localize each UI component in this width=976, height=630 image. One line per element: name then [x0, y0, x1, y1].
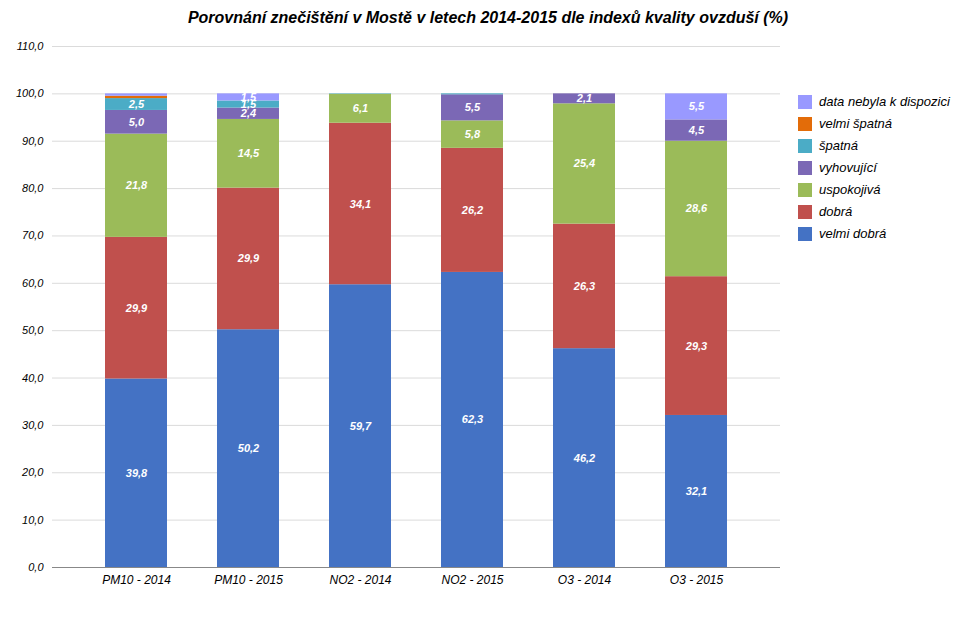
html-text:data nebyla k dispozici: data nebyla k dispozici: [819, 94, 950, 109]
html-text:uspokojivá: uspokojivá: [819, 182, 881, 197]
html-text:velmi špatná: velmi špatná: [819, 116, 892, 131]
svg-text:50,0: 50,0: [22, 324, 44, 336]
svg-text:14,5: 14,5: [238, 147, 260, 159]
svg-text:50,2: 50,2: [238, 442, 259, 454]
svg-text:62,3: 62,3: [462, 413, 483, 425]
svg-text:O3 - 2015: O3 - 2015: [670, 573, 724, 587]
svg-text:NO2 - 2014: NO2 - 2014: [329, 573, 391, 587]
svg-text:70,0: 70,0: [22, 229, 44, 241]
svg-text:20,0: 20,0: [21, 466, 44, 478]
svg-text:2,5: 2,5: [128, 98, 145, 110]
svg-text:5,5: 5,5: [465, 101, 481, 113]
svg-text:5,0: 5,0: [129, 116, 145, 128]
html-text:špatná: špatná: [819, 138, 858, 153]
svg-text:2,4: 2,4: [240, 107, 257, 120]
svg-text:100,0: 100,0: [16, 87, 44, 99]
svg-text:40,0: 40,0: [22, 372, 44, 384]
svg-text:NO2 - 2015: NO2 - 2015: [441, 573, 503, 587]
svg-text:80,0: 80,0: [22, 182, 44, 194]
svg-text:PM10 - 2014: PM10 - 2014: [102, 573, 171, 587]
svg-text:1,5: 1,5: [240, 98, 257, 110]
html-text:Porovnání znečištění v Mostě v: Porovnání znečištění v Mostě v letech 20…: [187, 9, 789, 26]
svg-text:26,3: 26,3: [573, 280, 595, 292]
svg-text:60,0: 60,0: [22, 277, 44, 289]
svg-text:6,1: 6,1: [353, 102, 368, 114]
svg-text:5,5: 5,5: [689, 100, 705, 112]
svg-text:29,3: 29,3: [685, 340, 707, 352]
svg-text:21,8: 21,8: [125, 179, 148, 191]
svg-text:34,1: 34,1: [350, 198, 371, 210]
svg-text:46,2: 46,2: [573, 452, 595, 464]
svg-text:29,9: 29,9: [125, 302, 148, 314]
svg-text:10,0: 10,0: [22, 514, 44, 526]
svg-text:5,8: 5,8: [465, 128, 481, 140]
svg-text:26,2: 26,2: [461, 204, 483, 216]
svg-text:110,0: 110,0: [17, 40, 45, 52]
svg-text:30,0: 30,0: [22, 419, 44, 431]
html-text:vyhovující: vyhovující: [819, 160, 877, 175]
svg-text:59,7: 59,7: [350, 420, 372, 432]
svg-text:25,4: 25,4: [573, 157, 595, 169]
svg-text:1,5: 1,5: [241, 91, 257, 103]
svg-text:PM10 - 2015: PM10 - 2015: [214, 573, 283, 587]
svg-text:O3 - 2014: O3 - 2014: [558, 573, 612, 587]
svg-text:0,0: 0,0: [28, 561, 44, 573]
svg-text:28,6: 28,6: [685, 202, 708, 214]
svg-text:32,1: 32,1: [686, 485, 707, 497]
html-text:velmi dobrá: velmi dobrá: [819, 226, 887, 241]
html-text:dobrá: dobrá: [819, 204, 853, 219]
svg-text:2,1: 2,1: [576, 92, 592, 104]
svg-text:90,0: 90,0: [22, 135, 44, 147]
svg-text:4,5: 4,5: [688, 124, 705, 136]
svg-text:29,9: 29,9: [237, 252, 260, 264]
svg-text:39,8: 39,8: [126, 467, 148, 479]
